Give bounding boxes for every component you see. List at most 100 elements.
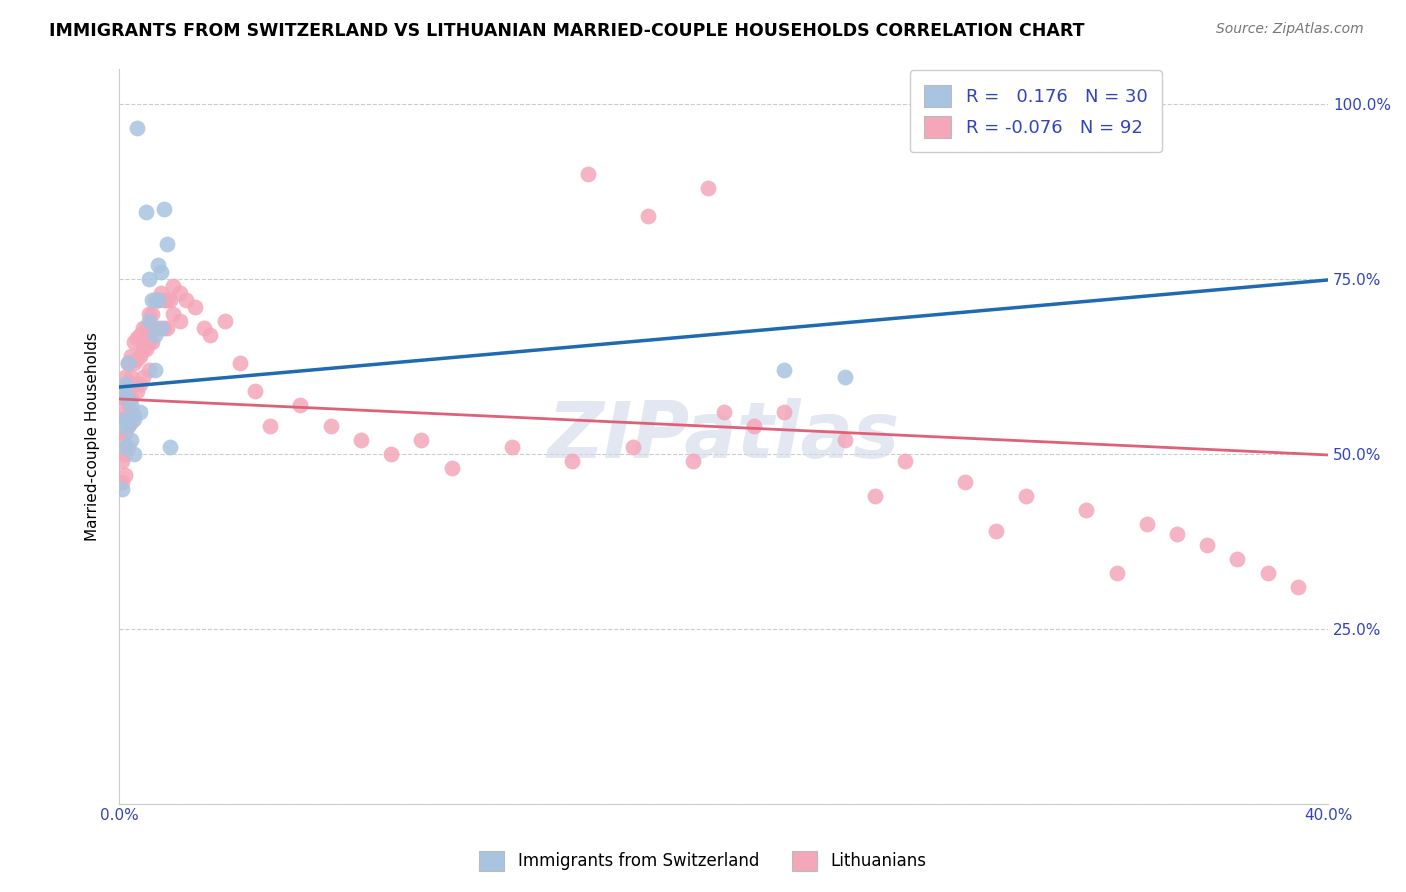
Point: [127, 352, 149, 367]
Point: [440, 460, 463, 475]
Point: [214, 313, 236, 327]
Point: [127, 384, 149, 398]
Point: [120, 369, 142, 384]
Point: [834, 369, 856, 384]
Point: [135, 320, 157, 334]
Point: [117, 418, 139, 433]
Point: [129, 404, 152, 418]
Point: [143, 362, 166, 376]
Point: [150, 285, 173, 300]
Point: [162, 307, 184, 321]
Point: [120, 398, 142, 412]
Point: [697, 180, 720, 194]
Point: [159, 293, 181, 307]
Point: [1226, 551, 1249, 566]
Point: [111, 475, 134, 489]
Point: [129, 327, 152, 342]
Point: [1076, 502, 1098, 516]
Text: ZIPatlas: ZIPatlas: [547, 398, 900, 474]
Point: [138, 362, 160, 376]
Point: [1105, 566, 1128, 580]
Point: [122, 411, 145, 425]
Point: [117, 440, 139, 454]
Point: [127, 331, 149, 345]
Point: [319, 418, 342, 433]
Point: [1257, 566, 1279, 580]
Point: [143, 320, 166, 334]
Point: [863, 489, 886, 503]
Point: [138, 307, 160, 321]
Point: [148, 293, 170, 307]
Point: [773, 404, 796, 418]
Point: [1015, 489, 1038, 503]
Point: [1286, 580, 1309, 594]
Y-axis label: Married-couple Households: Married-couple Households: [86, 332, 100, 541]
Text: IMMIGRANTS FROM SWITZERLAND VS LITHUANIAN MARRIED-COUPLE HOUSEHOLDS CORRELATION : IMMIGRANTS FROM SWITZERLAND VS LITHUANIA…: [49, 22, 1084, 40]
Point: [148, 320, 170, 334]
Point: [198, 327, 221, 342]
Point: [120, 349, 142, 363]
Point: [122, 446, 145, 460]
Point: [111, 433, 134, 447]
Point: [114, 440, 136, 454]
Point: [350, 433, 373, 447]
Point: [501, 440, 523, 454]
Point: [135, 205, 157, 219]
Point: [1166, 527, 1188, 541]
Point: [174, 293, 197, 307]
Point: [117, 418, 139, 433]
Point: [834, 433, 856, 447]
Point: [111, 482, 134, 496]
Point: [682, 453, 704, 467]
Point: [114, 425, 136, 440]
Point: [120, 391, 142, 405]
Point: [153, 320, 176, 334]
Point: [117, 355, 139, 369]
Point: [132, 320, 155, 334]
Point: [148, 258, 170, 272]
Point: [141, 334, 163, 349]
Point: [111, 384, 134, 398]
Point: [143, 327, 166, 342]
Point: [138, 313, 160, 327]
Point: [138, 334, 160, 349]
Point: [411, 433, 433, 447]
Point: [129, 376, 152, 391]
Point: [141, 307, 163, 321]
Point: [162, 278, 184, 293]
Point: [143, 293, 166, 307]
Point: [114, 391, 136, 405]
Point: [117, 376, 139, 391]
Point: [159, 440, 181, 454]
Point: [120, 433, 142, 447]
Point: [141, 293, 163, 307]
Point: [561, 453, 583, 467]
Point: [576, 167, 599, 181]
Point: [637, 209, 659, 223]
Point: [169, 285, 191, 300]
Point: [129, 349, 152, 363]
Point: [1197, 538, 1219, 552]
Point: [114, 376, 136, 391]
Point: [156, 293, 179, 307]
Point: [114, 446, 136, 460]
Point: [132, 342, 155, 356]
Point: [984, 524, 1007, 538]
Point: [169, 313, 191, 327]
Point: [114, 369, 136, 384]
Point: [153, 202, 176, 216]
Point: [1136, 516, 1159, 531]
Point: [111, 418, 134, 433]
Point: [114, 404, 136, 418]
Point: [117, 398, 139, 412]
Point: [117, 391, 139, 405]
Point: [122, 334, 145, 349]
Point: [150, 320, 173, 334]
Point: [742, 418, 765, 433]
Point: [120, 415, 142, 429]
Point: [122, 408, 145, 422]
Point: [713, 404, 735, 418]
Point: [156, 320, 179, 334]
Point: [148, 293, 170, 307]
Point: [621, 440, 644, 454]
